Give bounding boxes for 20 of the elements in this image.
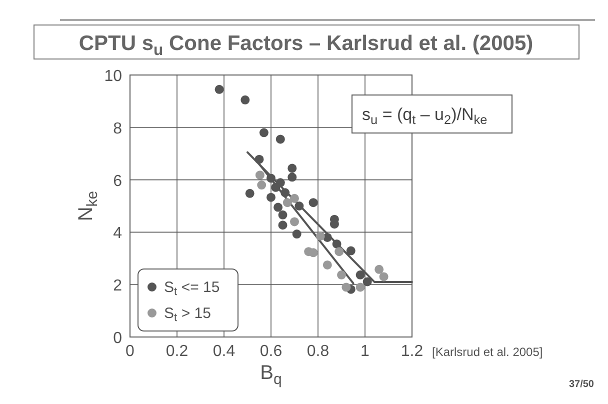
y-tick-label: 6 — [113, 172, 122, 190]
x-tick-label: 0.2 — [166, 343, 188, 360]
y-tick-label: 4 — [113, 225, 122, 242]
x-tick-label: 0.8 — [306, 343, 330, 360]
x-axis-title: B$_{q}$ — [260, 362, 282, 388]
x-tick-label: 1.2 — [400, 343, 424, 360]
x-tick-label: 0.4 — [212, 343, 236, 360]
x-tick-label: 0.6 — [260, 343, 282, 360]
x-tick-label: 1 — [360, 343, 370, 360]
x-tick-label: 0 — [126, 343, 135, 360]
y-tick-label: 0 — [113, 330, 122, 347]
y-tick-label: 2 — [113, 278, 122, 295]
annotation: s$_{u}$ = (q$_{t}$ – u$_{2}$)/N$_{ke}$ — [362, 105, 488, 127]
text: 37/50 — [568, 379, 594, 390]
chart-title: CPTU s$_{u}$ Cone Factors – Karlsrud et al. (2005) — [78, 32, 534, 59]
y-tick-label: 10 — [104, 68, 122, 85]
y-tick-label: 8 — [113, 120, 122, 138]
legend-label: S$_{t}$ > 15 — [164, 305, 211, 324]
legend-label: S$_{t}$ <= 15 — [164, 279, 220, 298]
text: [Karlsrud et al. 2005] — [432, 345, 543, 359]
